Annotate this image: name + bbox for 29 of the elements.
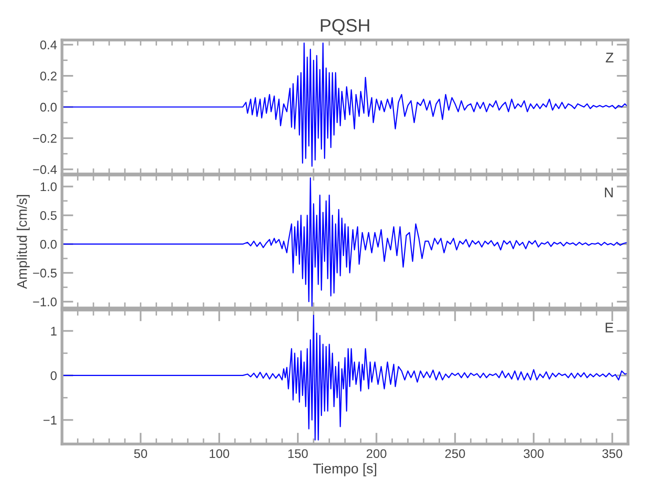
- y-tick-label: 0.5: [40, 211, 57, 220]
- x-tick-label: 300: [524, 449, 544, 458]
- x-tick-label: 200: [366, 449, 386, 458]
- x-tick-label: 100: [210, 449, 230, 458]
- y-tick-label: 0.0: [40, 102, 57, 112]
- y-tick-label: 0.0: [40, 240, 57, 249]
- annotation: Z: [606, 52, 614, 62]
- y-tick-label: 0: [50, 371, 57, 380]
- y-tick-label: 1.0: [40, 182, 57, 192]
- line-series: [62, 177, 628, 307]
- y-tick-label: 0.4: [40, 40, 57, 50]
- y-tick-label: −1: [44, 416, 57, 424]
- line-series: [62, 314, 628, 441]
- chart-title: PQSH: [320, 19, 370, 36]
- x-tick-label: 150: [288, 449, 308, 458]
- y-tick-label: −0.4: [33, 165, 57, 174]
- y-tick-label: −0.5: [33, 268, 57, 278]
- y-tick-label: 1: [51, 326, 57, 336]
- x-axis-title: Tiempo [s]: [313, 463, 376, 476]
- y-tick-label: −0.2: [33, 134, 57, 143]
- y-axis-title: Amplitud [cm/s]: [16, 195, 30, 289]
- x-tick-label: 50: [134, 449, 148, 458]
- y-tick-label: 0.2: [40, 72, 57, 80]
- annotation: N: [604, 188, 613, 198]
- y-tick-label: −1.0: [33, 297, 57, 306]
- line-series: [62, 42, 628, 167]
- annotation: E: [606, 322, 614, 332]
- x-tick-label: 250: [445, 449, 465, 458]
- x-tick-label: 350: [602, 449, 622, 458]
